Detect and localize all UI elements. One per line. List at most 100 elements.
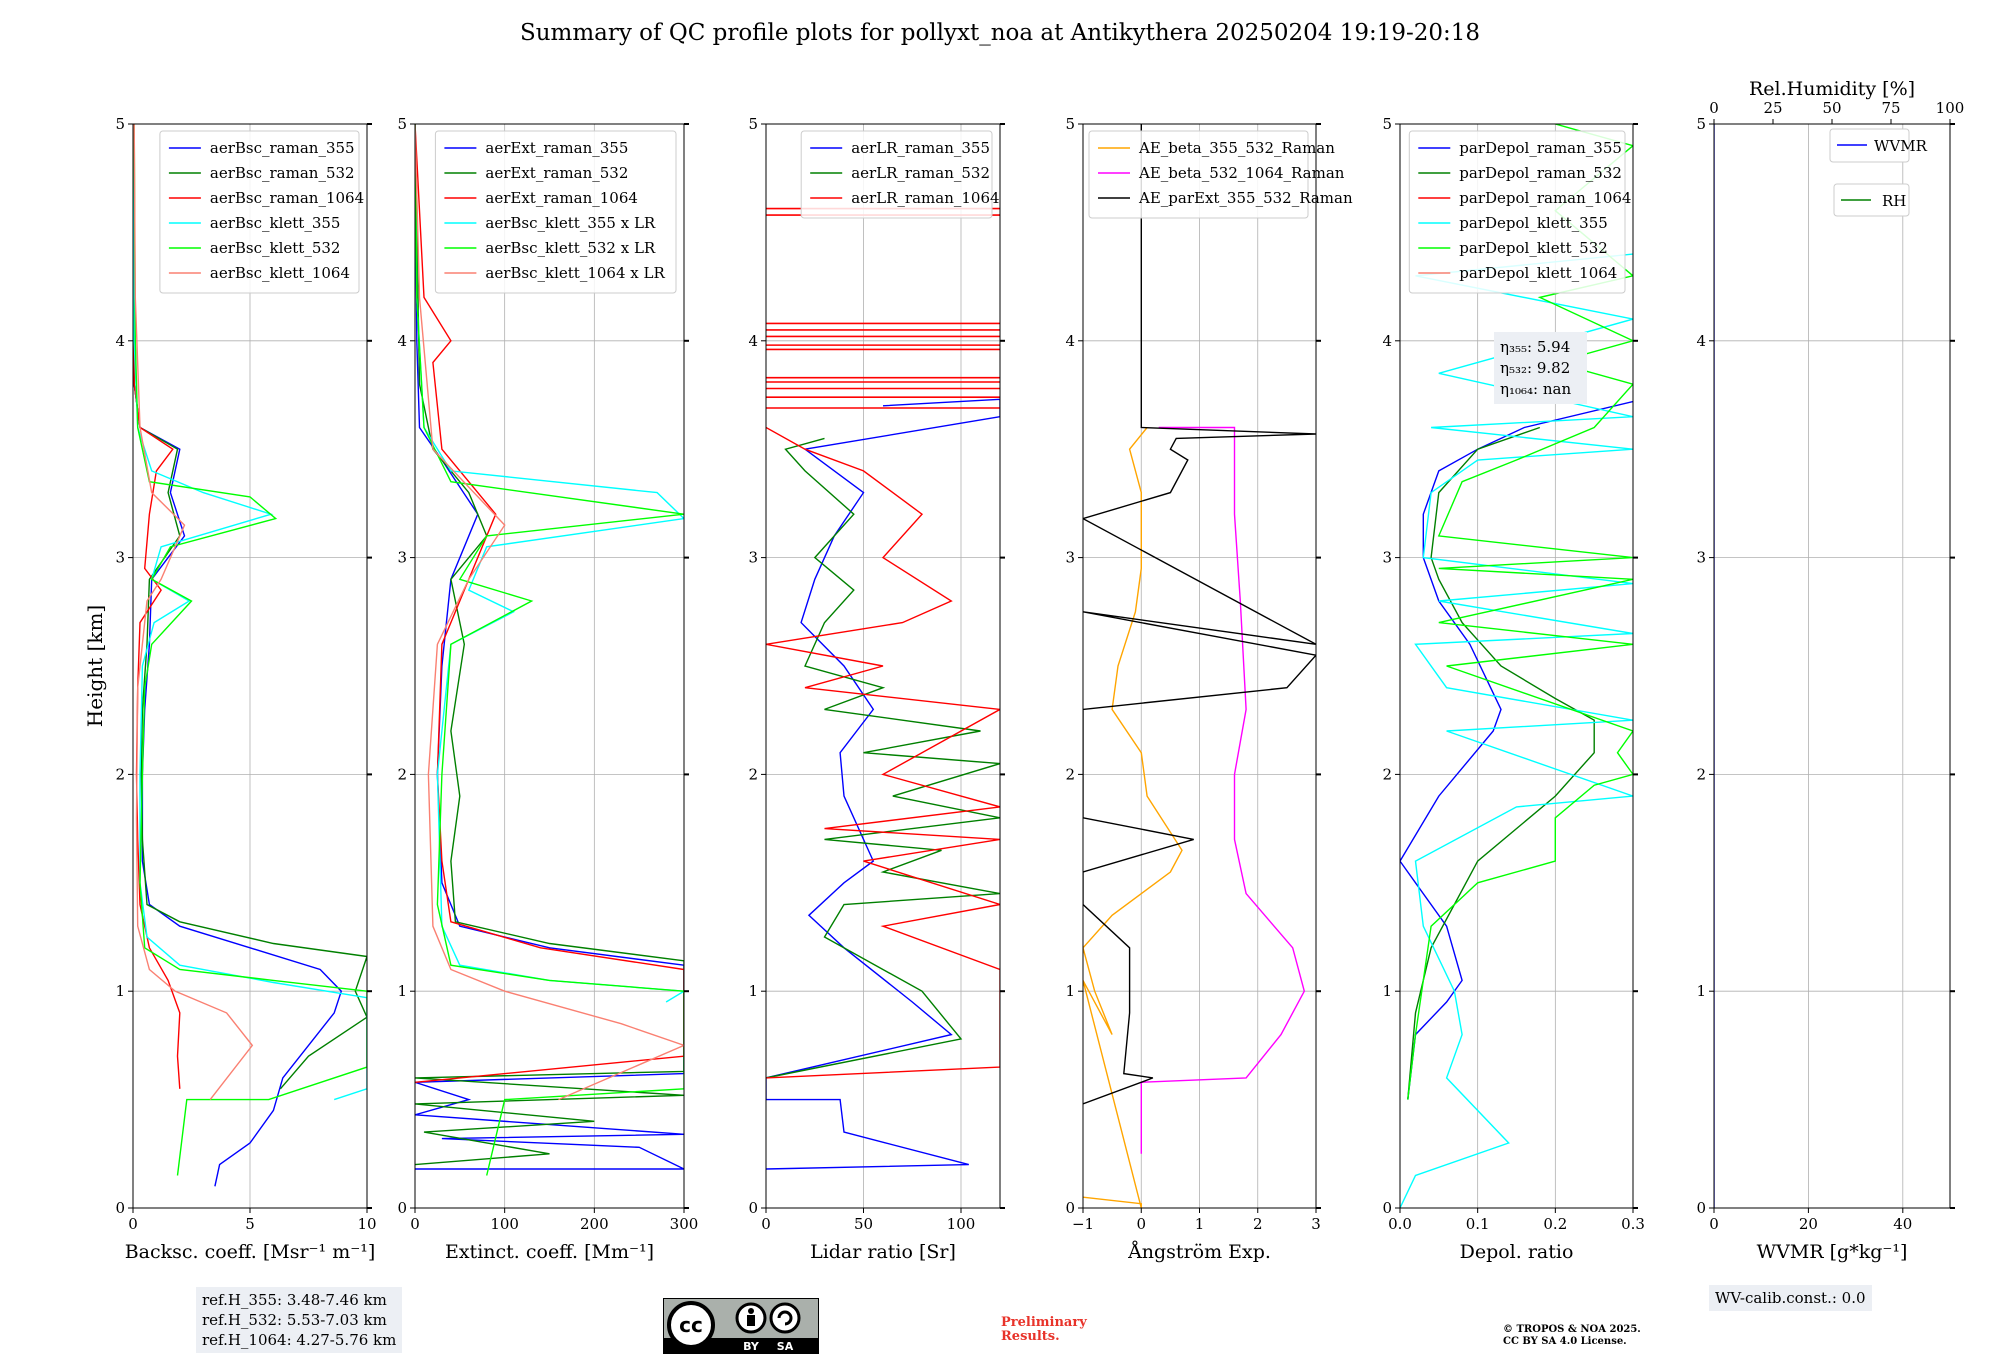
x2-tick-label: 50 [1822, 99, 1841, 117]
legend-entry-label: AE_parExt_355_532_Raman [1138, 189, 1353, 207]
legend-entry-label: aerLR_raman_532 [851, 164, 990, 182]
plot-frame [414, 123, 685, 1209]
x-tick-label: 300 [670, 1215, 699, 1233]
annotation-text: η₁₀₆₄: nan [1500, 380, 1571, 398]
plot-frame [1713, 123, 1951, 1209]
series-line-pardepol-klett-355 [1400, 253, 1633, 1208]
legend-entry-label: aerBsc_klett_355 x LR [485, 214, 656, 232]
y-tick-label: 4 [1065, 332, 1075, 350]
x-tick-label: 5 [245, 1215, 255, 1233]
y-tick-label: 2 [397, 765, 407, 783]
y-axis-label: Height [km] [83, 605, 107, 727]
series-group [1400, 124, 1633, 1208]
wv-calib-box: WV-calib.const.: 0.0 [1709, 1285, 1872, 1311]
series-line-aerbsc-klett-532-x-lr [415, 124, 684, 1176]
y-tick-label: 1 [115, 982, 125, 1000]
plot-frame [765, 123, 1001, 1209]
x-tick-label: 10 [357, 1215, 376, 1233]
y-tick-label: 0 [1382, 1199, 1392, 1217]
legend: parDepol_raman_355 parDepol_raman_532 parD… [1408, 130, 1631, 294]
series-line-aerbsc-klett-1064-x-lr [415, 124, 684, 1101]
series-line-ae-beta-355-532-raman [1083, 427, 1183, 1208]
x2-tick-label: 25 [1763, 99, 1782, 117]
series-line-aerlr-raman-1064 [766, 426, 1000, 1079]
y-tick-label: 0 [115, 1199, 125, 1217]
legend-rh: RH [1833, 183, 1910, 217]
x2-tick-label: 0 [1709, 99, 1719, 117]
x-axis-label: WVMR [g*kg⁻¹] [1757, 1241, 1908, 1263]
y-tick-label: 0 [1696, 1199, 1706, 1217]
y-tick-label: 2 [1382, 765, 1392, 783]
legend: aerBsc_raman_355 aerBsc_raman_532 aerBsc_r… [159, 130, 364, 294]
x-tick-label: 0 [128, 1215, 138, 1233]
legend-box [1829, 128, 1910, 163]
series-line-aerbsc-raman-1064 [133, 124, 181, 1089]
legend-entry-label: aerBsc_klett_1064 [210, 264, 350, 282]
plot-panel-1: 0 5 10 0 1 2 3 4 5 Backsc. coeff. [Msr⁻¹ m⁻¹] Heig… [83, 115, 377, 1263]
legend-entry-label: aerBsc_klett_532 x LR [485, 239, 656, 257]
x-axis-label: Depol. ratio [1460, 1241, 1574, 1263]
y-tick-label: 1 [1696, 982, 1706, 1000]
legend-entry-label: aerBsc_klett_355 [210, 214, 341, 232]
legend-entry-label: parDepol_klett_355 [1459, 214, 1608, 232]
y-tick-label: 2 [115, 765, 125, 783]
ref-height-box: ref.H_355: 3.48-7.46 km ref.H_532: 5.53-… [196, 1287, 403, 1353]
x-tick-label: 0 [410, 1215, 420, 1233]
y-tick-label: 0 [1065, 1199, 1075, 1217]
x-tick-label: 0.1 [1466, 1215, 1490, 1233]
series-line-aerext-raman-355 [415, 124, 684, 1170]
series-line-aerbsc-raman-532 [133, 124, 367, 1090]
series-group [1083, 124, 1316, 1208]
plot-panel-5: 0.0 0.1 0.2 0.3 0 1 2 3 4 5 Depol. ratio parDepol_r… [1382, 115, 1644, 1263]
legend-entry-label: aerBsc_klett_1064 x LR [485, 264, 665, 282]
figure-title: Summary of QC profile plots for pollyxt_… [519, 20, 1481, 46]
x-tick-label: −1 [1072, 1215, 1094, 1233]
series-group [133, 124, 367, 1187]
x2-tick-label: 75 [1881, 99, 1900, 117]
ref-height-1064: ref.H_1064: 4.27-5.76 km [202, 1331, 397, 1349]
plot-panel-2: 0 100 200 300 0 1 2 3 4 5 Extinct. coeff. [Mm⁻¹] ae… [397, 115, 698, 1263]
legend-entry-label: parDepol_raman_355 [1459, 139, 1622, 157]
x-tick-label: 1 [1195, 1215, 1205, 1233]
series-group [415, 124, 684, 1176]
by-text: BY [743, 1340, 760, 1353]
x-axis-label: Backsc. coeff. [Msr⁻¹ m⁻¹] [125, 1241, 376, 1263]
y-tick-label: 3 [397, 549, 407, 567]
annotation-box [1494, 332, 1587, 404]
legend-entry-label: parDepol_klett_1064 [1459, 264, 1617, 282]
legend: aerExt_raman_355 aerExt_raman_532 aerExt_r… [434, 130, 677, 294]
legend: aerLR_raman_355 aerLR_raman_532 aerLR_rama… [800, 130, 1000, 219]
x-axis-label: Lidar ratio [Sr] [810, 1241, 956, 1263]
y-tick-label: 1 [1065, 982, 1075, 1000]
copyright-notice: © TROPOS & NOA 2025. CC BY SA 4.0 Licens… [1503, 1324, 1641, 1348]
y-tick-label: 5 [115, 115, 125, 133]
legend-entry-label: WVMR [1874, 137, 1928, 155]
series-line-aerlr-raman-355 [766, 398, 1000, 1170]
plot-panel-6: 0 20 40 0 1 2 3 4 5 WVMR [g*kg⁻¹] 0 25 50 75 100 Rel.Hu… [1696, 78, 1964, 1263]
y-tick-label: 4 [1696, 332, 1706, 350]
legend-entry-label: aerBsc_raman_355 [210, 139, 355, 157]
legend-entry-label: aerExt_raman_355 [485, 139, 628, 157]
series-line-aerlr-raman-532 [766, 437, 1000, 1079]
x-tick-label: 0.0 [1388, 1215, 1412, 1233]
x-tick-label: 40 [1893, 1215, 1912, 1233]
legend-entry-label: RH [1882, 192, 1906, 210]
y-tick-label: 5 [1696, 115, 1706, 133]
y-tick-label: 3 [1382, 549, 1392, 567]
cc-by-sa-logo: cc BY SA [663, 1298, 819, 1354]
x-tick-label: 20 [1799, 1215, 1818, 1233]
copyright-line-2: CC BY SA 4.0 License. [1503, 1336, 1627, 1347]
legend-wvmr: WVMR [1829, 128, 1928, 163]
y-tick-label: 3 [748, 549, 758, 567]
legend-entry-label: aerExt_raman_1064 [485, 189, 638, 207]
series-line-pardepol-raman-532 [1407, 426, 1595, 1100]
x-tick-label: 50 [854, 1215, 873, 1233]
legend-entry-label: parDepol_raman_1064 [1459, 189, 1631, 207]
y-tick-label: 1 [397, 982, 407, 1000]
series-group [766, 207, 1000, 1170]
legend-entry-label: AE_beta_355_532_Raman [1138, 139, 1335, 157]
series-line-pardepol-raman-355 [1400, 400, 1633, 1100]
sa-text: SA [777, 1340, 794, 1353]
